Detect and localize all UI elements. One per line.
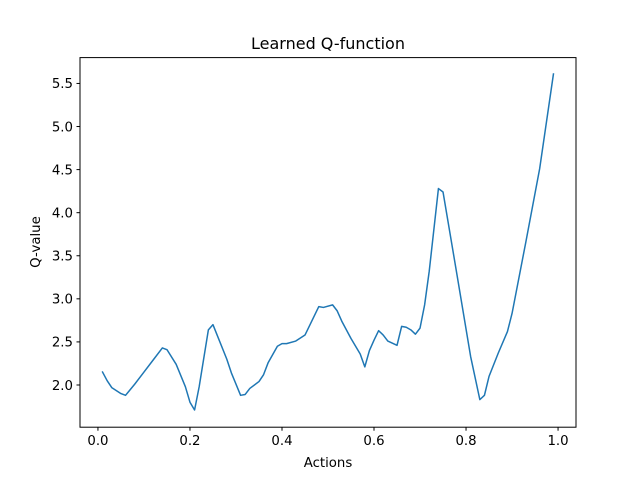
- y-tick-label: 4.5: [52, 163, 73, 178]
- y-tick-label: 3.5: [52, 250, 73, 265]
- axes-frame: [79, 57, 577, 428]
- y-tick-label: 2.5: [52, 336, 73, 351]
- chart-title: Learned Q-function: [251, 34, 405, 53]
- y-tick-label: 5.0: [52, 120, 73, 135]
- x-axis-label: Actions: [304, 456, 353, 471]
- q-function-line: [101, 73, 555, 411]
- x-tick-label: 0.4: [271, 434, 292, 449]
- y-tick-label: 4.0: [52, 206, 73, 221]
- x-tick-label: 0.6: [363, 434, 384, 449]
- plot-area: 0.0 0.2 0.4 0.6 0.8 1.0 2.0 2.5 3.0 3.5 4.0 4.5 5.0…: [52, 57, 577, 449]
- x-tick-label: 0.2: [179, 434, 200, 449]
- x-tick-label: 0.8: [455, 434, 476, 449]
- y-axis-label: Q-value: [29, 216, 44, 268]
- x-tick-label: 0.0: [87, 434, 108, 449]
- x-tick-label: 1.0: [547, 434, 568, 449]
- y-tick-label: 3.0: [52, 293, 73, 308]
- x-axis-ticks: 0.0 0.2 0.4 0.6 0.8 1.0: [87, 427, 569, 449]
- y-axis-ticks: 2.0 2.5 3.0 3.5 4.0 4.5 5.0 5.5: [52, 77, 80, 394]
- y-tick-label: 5.5: [52, 77, 73, 92]
- y-tick-label: 2.0: [52, 379, 73, 394]
